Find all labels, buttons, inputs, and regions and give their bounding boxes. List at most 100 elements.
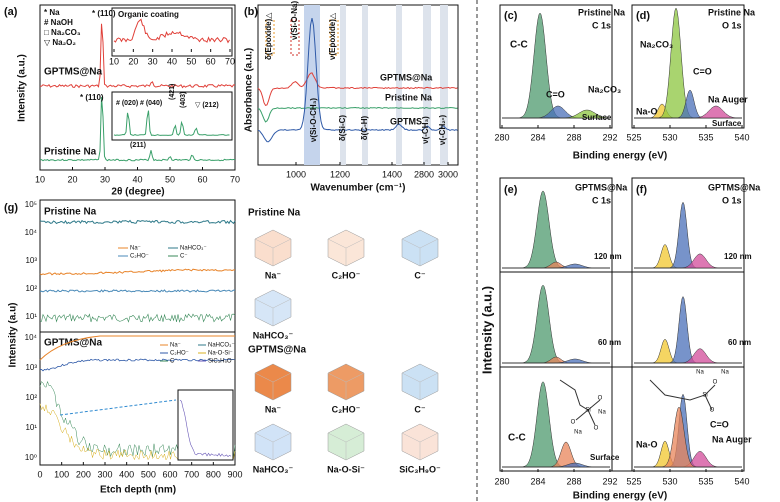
label: Na₂CO₃ [640,39,673,49]
label: Surface [712,119,742,128]
x-tick-label: 1200 [330,169,350,179]
band-box [329,19,339,56]
label: 120 nm [594,252,622,261]
map-cube-edge [401,372,439,400]
x-tick-label: 1400 [382,169,402,179]
label: O [713,380,718,386]
x-tick-label: 50 [165,174,175,184]
map-cube-edge [401,432,439,460]
label: (b) [244,6,258,18]
map-cube-edge [254,372,292,400]
x-tick-label: 500 [141,469,156,479]
label: NaHCO₃⁻ [180,246,207,252]
label: Na₂CO₃ [588,84,621,94]
label: GPTMS@Na [248,345,307,356]
x-tick-label: 400 [119,469,134,479]
frame [631,4,745,129]
y-tick-label: 10⁵ [25,200,37,209]
label: C₂HO⁻ [170,351,189,357]
curve [39,268,236,276]
peak [502,356,610,364]
label: (421) [169,84,176,100]
y-tick-label: 10⁴ [25,228,38,237]
x-tick-label: 30 [100,174,110,184]
label: C=O [693,66,712,76]
peak [502,109,611,119]
inset-frame [177,389,234,461]
label: O [598,396,603,402]
label: ν(Si-O-Na) [290,1,299,40]
label: # (040) [140,100,162,107]
curve [559,379,601,426]
y-tick-label: 10² [25,284,37,293]
label: Surface [582,113,612,122]
peak [634,253,742,269]
map-cube-edge [327,238,365,266]
x-tick-label: 284 [530,476,545,486]
label: # NaOH [44,18,73,27]
y-tick-label: 10¹ [25,423,37,432]
x-tick-label: 40 [132,174,142,184]
y-tick-label: 10⁴ [25,333,38,342]
label: ν(-CH₃) [421,116,430,144]
curve [39,335,235,361]
peak [634,105,742,119]
y-tick-label: 10³ [25,256,37,265]
x-tick-label: 60 [197,174,207,184]
label: (211) [130,142,146,149]
x-tick-label: 280 [494,132,509,142]
label: GPTMS@Na [380,72,433,82]
label: ▽ (212) [195,102,219,109]
band-box [290,19,300,56]
x-tick-label: 1000 [286,169,306,179]
peak [502,462,610,468]
label: Na-O [636,439,658,449]
label: C⁻ [414,404,425,414]
curve [649,379,716,411]
label: C 1s [592,20,611,30]
x-tick-label: 525 [626,476,641,486]
label: ν(Si-O-CH₃) [309,98,318,142]
label: GPTMS@Na [708,182,761,192]
x-tick-label: 280 [494,476,509,486]
label: Si [585,408,590,414]
label: O 1s [722,195,742,205]
band [304,5,320,165]
inset-tick: 30 [148,56,158,66]
label: # (020) [116,100,138,107]
label: Intensity (a.u) [8,302,19,367]
peak [634,348,742,364]
curve [39,289,236,293]
label: GPTMS@Na [575,182,628,192]
x-tick-label: 292 [602,476,617,486]
label: (e) [504,184,518,196]
label: * Na [44,8,60,17]
curve [39,313,236,323]
curve [39,219,236,225]
label: Pristine Na [578,7,626,17]
x-tick-label: 530 [662,476,677,486]
map-cube-edge [254,432,292,460]
x-tick-label: 525 [626,132,641,142]
inset-tick: 50 [186,56,196,66]
x-tick-label: 540 [734,476,749,486]
label: Pristine Na [385,92,433,102]
curve [113,110,230,137]
x-tick-label: 530 [662,132,677,142]
label: C⁻ [170,359,178,365]
inset-tick: 20 [128,56,138,66]
label: ▽ Na₂O₂ [44,38,76,47]
x-tick-label: 20 [67,174,77,184]
x-tick-label: 900 [227,469,242,479]
x-tick-label: 284 [530,132,545,142]
x-tick-label: 288 [566,476,581,486]
label: Na [598,410,606,416]
label: Intensity (a.u.) [479,286,494,374]
peak [634,406,742,468]
x-tick-label: 540 [734,132,749,142]
y-tick-label: 10¹ [25,312,37,321]
map-cube-edge [401,238,439,266]
label: Na⁻ [130,246,141,252]
label: Na⁻ [265,270,282,280]
